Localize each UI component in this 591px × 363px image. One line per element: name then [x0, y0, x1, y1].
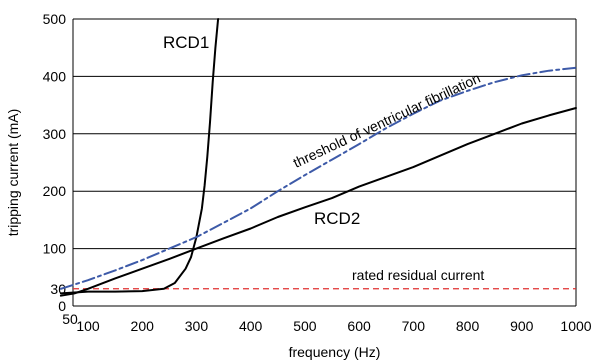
y-tick-200: 200 — [43, 183, 67, 199]
x-tick-500: 500 — [293, 318, 317, 334]
threshold-label: threshold of ventricular fibrillation — [291, 70, 483, 171]
x-tick-1000: 1000 — [560, 318, 591, 334]
y-tick-300: 300 — [43, 126, 67, 142]
series-line-1 — [59, 18, 220, 295]
axes — [72, 19, 577, 307]
grid — [73, 18, 576, 250]
x-tick-800: 800 — [456, 318, 480, 334]
x-tick-900: 900 — [510, 318, 534, 334]
y-tick-500: 500 — [43, 11, 67, 27]
x-tick-100: 100 — [76, 318, 100, 334]
x-axis-label: frequency (Hz) — [289, 344, 381, 360]
x-tick-700: 700 — [402, 318, 426, 334]
y-axis-label: tripping current (mA) — [5, 109, 21, 237]
x-tick-400: 400 — [239, 318, 263, 334]
y-tick-400: 400 — [43, 68, 67, 84]
y-tick-100: 100 — [43, 241, 67, 257]
x-tick-600: 600 — [347, 318, 371, 334]
x-tick-300: 300 — [185, 318, 209, 334]
y-tick-0: 0 — [58, 298, 66, 314]
rcd2-label: RCD2 — [314, 209, 360, 228]
rated-residual-label: rated residual current — [352, 267, 484, 283]
series-lines — [59, 18, 577, 297]
x-tick-200: 200 — [131, 318, 155, 334]
series-line-2 — [59, 107, 577, 297]
series-line-3 — [59, 66, 577, 290]
x-tick-50: 50 — [62, 311, 78, 327]
rcd1-label: RCD1 — [163, 33, 209, 52]
